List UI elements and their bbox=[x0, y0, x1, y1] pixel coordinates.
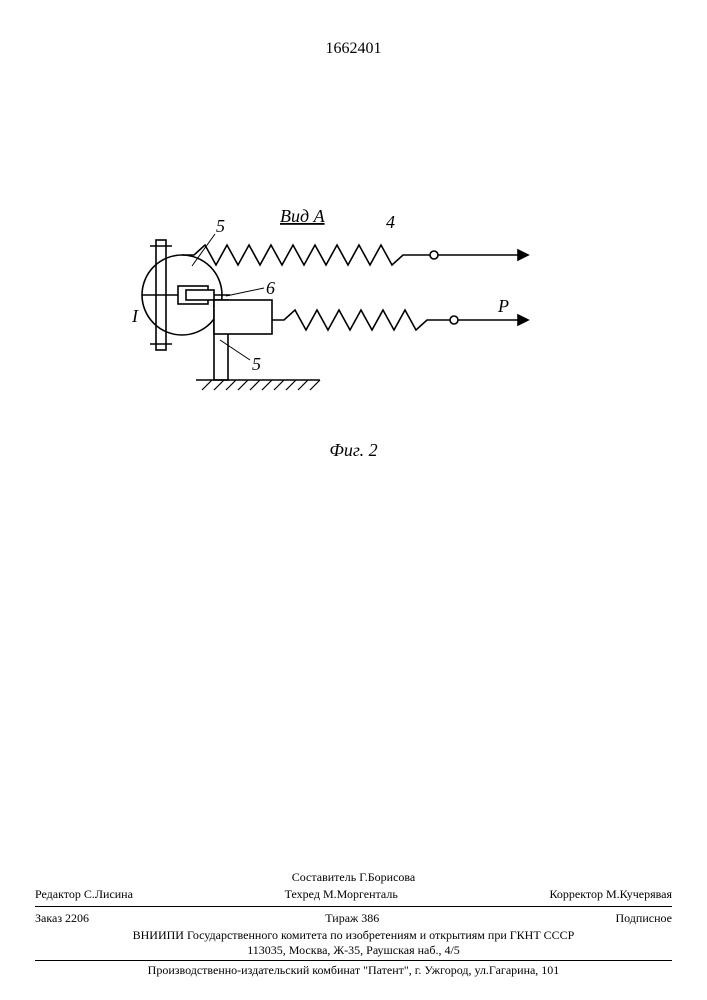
label-4: 4 bbox=[386, 212, 395, 232]
bottom-line: Производственно-издательский комбинат "П… bbox=[35, 963, 672, 978]
podpisnoe: Подписное bbox=[615, 911, 672, 926]
footer: Составитель Г.Борисова Редактор С.Лисина… bbox=[35, 870, 672, 978]
corrector: Корректор М.Кучерявая bbox=[550, 887, 673, 902]
label-6: 6 bbox=[266, 278, 275, 298]
order: Заказ 2206 bbox=[35, 911, 89, 926]
tirazh: Тираж 386 bbox=[325, 911, 379, 926]
mechanical-diagram: Вид А 4 P 5 6 5 I bbox=[130, 200, 570, 460]
label-I: I bbox=[131, 306, 139, 326]
label-5b: 5 bbox=[252, 354, 261, 374]
figure-caption: Фиг. 2 bbox=[0, 440, 707, 461]
author-line: Составитель Г.Борисова bbox=[35, 870, 672, 885]
tehred: Техред М.Моргенталь bbox=[285, 887, 398, 902]
page-number: 1662401 bbox=[0, 40, 707, 58]
vniipi-line2: 113035, Москва, Ж-35, Раушская наб., 4/5 bbox=[35, 943, 672, 958]
label-5a: 5 bbox=[216, 216, 225, 236]
view-label: Вид А bbox=[280, 206, 326, 226]
vniipi-line1: ВНИИПИ Государственного комитета по изоб… bbox=[35, 928, 672, 943]
editor: Редактор С.Лисина bbox=[35, 887, 133, 902]
label-P: P bbox=[497, 296, 509, 316]
